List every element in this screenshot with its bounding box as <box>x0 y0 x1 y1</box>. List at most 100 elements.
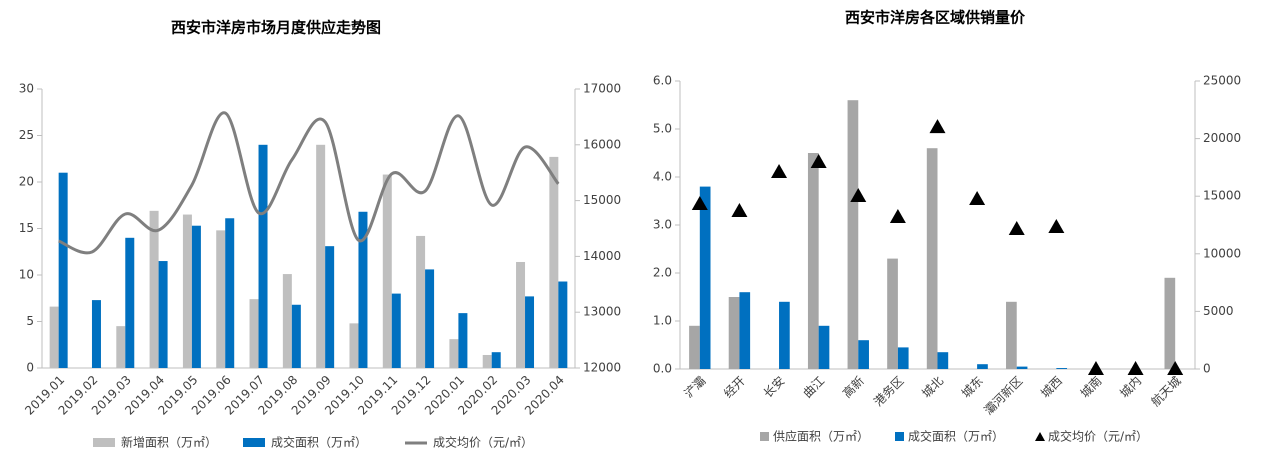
bar <box>182 214 192 368</box>
y2-tick-label: 15000 <box>1203 189 1241 203</box>
y-tick-label: 30 <box>19 82 34 96</box>
y2-tick-label: 20000 <box>1203 131 1241 145</box>
marker <box>810 153 827 168</box>
bar <box>1056 368 1068 369</box>
y-tick-label: 6.0 <box>653 74 672 88</box>
x-tick-label: 经开 <box>721 374 748 401</box>
bar <box>291 304 301 368</box>
bar <box>282 274 292 368</box>
legend-label: 成交面积（万㎡） <box>271 435 367 450</box>
line <box>58 111 560 255</box>
bar <box>689 325 700 369</box>
marker <box>1008 221 1025 236</box>
y-tick-label: 10 <box>19 268 34 282</box>
bar <box>1006 301 1017 369</box>
legend-swatch <box>243 438 265 447</box>
marker <box>929 119 946 134</box>
legend-swatch <box>93 438 115 447</box>
legend-swatch <box>1035 432 1045 441</box>
bar <box>316 144 326 368</box>
y-tick-label: 2.0 <box>653 266 672 280</box>
marker <box>1048 218 1065 233</box>
y2-tick-label: 15000 <box>583 193 621 207</box>
y-tick-label: 25 <box>19 128 34 142</box>
bar <box>482 354 492 368</box>
legend-label: 成交均价（元/㎡） <box>1048 429 1148 444</box>
y2-tick-label: 5000 <box>1203 304 1234 318</box>
legend-label: 成交面积（万㎡） <box>908 429 1004 444</box>
bar <box>425 269 435 368</box>
bar <box>1164 277 1176 369</box>
bar <box>391 293 401 368</box>
x-tick-label: 城内 <box>1117 374 1144 401</box>
bar <box>191 225 201 368</box>
x-tick-label: 灞河新区 <box>981 373 1026 418</box>
bar <box>325 246 335 368</box>
y-tick-label: 5.0 <box>653 122 672 136</box>
marker <box>691 196 708 211</box>
y-tick-label: 3.0 <box>653 218 672 232</box>
bar <box>449 339 459 368</box>
x-tick-label: 高新 <box>839 373 867 401</box>
x-tick-label: 航天城 <box>1148 373 1184 409</box>
bar <box>897 347 909 369</box>
chart-title: 西安市洋房各区域供销量价 <box>845 9 1026 27</box>
y2-tick-label: 12000 <box>583 361 621 375</box>
legend-label: 新增面积（万㎡） <box>121 435 217 450</box>
bar <box>699 186 711 369</box>
y2-tick-label: 13000 <box>583 305 621 319</box>
legend-label: 成交均价（元/㎡） <box>433 435 533 450</box>
x-tick-label: 港务区 <box>870 373 906 409</box>
bar <box>818 325 830 369</box>
x-tick-label: 长安 <box>760 373 788 401</box>
y-tick-label: 5 <box>26 314 34 328</box>
marker <box>771 164 788 179</box>
bar <box>549 156 559 368</box>
bar <box>91 300 101 368</box>
bar <box>977 364 988 369</box>
legend-swatch <box>895 432 904 441</box>
x-tick-label: 浐灞 <box>682 374 709 401</box>
bar <box>858 340 869 369</box>
bar <box>491 352 501 368</box>
bar <box>158 261 168 368</box>
bar <box>1016 366 1028 369</box>
y-tick-label: 0 <box>26 361 34 375</box>
x-tick-label: 曲江 <box>800 374 827 401</box>
y2-tick-label: 25000 <box>1203 74 1241 88</box>
bar <box>779 301 790 369</box>
x-tick-label: 城西 <box>1038 374 1065 401</box>
x-tick-label: 城南 <box>1077 373 1105 401</box>
marker <box>969 190 986 205</box>
bar <box>49 306 59 368</box>
legend-swatch <box>760 432 769 441</box>
x-tick-label: 城北 <box>919 374 946 401</box>
bar <box>116 326 126 368</box>
bar <box>258 144 268 368</box>
bar <box>937 352 949 369</box>
y-tick-label: 1.0 <box>653 314 672 328</box>
y-tick-label: 0.0 <box>653 362 672 376</box>
bar <box>516 261 526 368</box>
bar <box>125 237 135 368</box>
marker <box>889 209 906 224</box>
bar <box>739 292 751 369</box>
bar <box>887 258 898 369</box>
y2-tick-label: 16000 <box>583 137 621 151</box>
y2-tick-label: 17000 <box>583 82 621 96</box>
bar <box>416 235 426 368</box>
bar <box>149 210 159 368</box>
bar <box>225 218 235 368</box>
bar <box>558 281 568 368</box>
legend-label: 供应面积（万㎡） <box>773 429 869 444</box>
y-tick-label: 20 <box>19 175 34 189</box>
bar <box>216 230 226 368</box>
bar <box>249 299 259 368</box>
marker <box>1127 361 1144 375</box>
chart-title: 西安市洋房市场月度供应走势图 <box>171 19 381 37</box>
bar <box>349 323 359 368</box>
y2-tick-label: 10000 <box>1203 246 1241 260</box>
bar <box>728 297 740 369</box>
y2-tick-label: 14000 <box>583 249 621 263</box>
